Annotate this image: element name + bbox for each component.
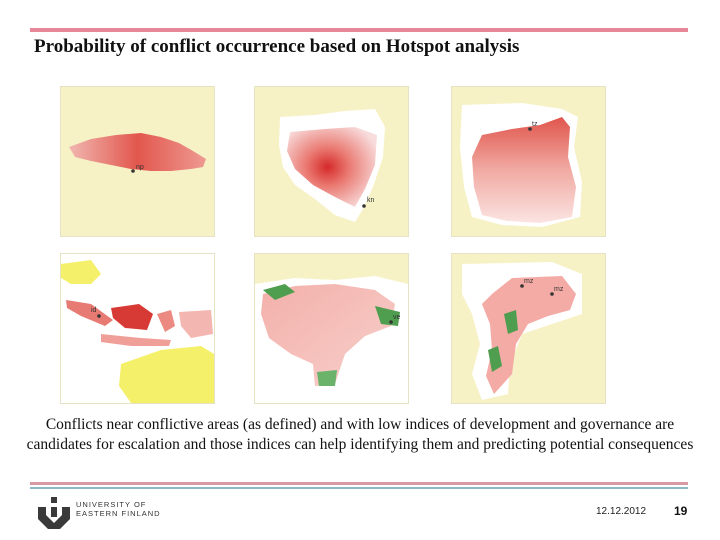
map-kenya: kn <box>254 86 409 237</box>
university-logo-icon <box>38 497 70 529</box>
bottom-rule-secondary <box>30 487 688 489</box>
map-tanzania-graphic: tz <box>452 87 605 236</box>
map-mozambique: mz mz <box>451 253 606 404</box>
map-indonesia-graphic: id <box>61 254 214 403</box>
map-nepal: np <box>60 86 215 237</box>
map-mozambique-graphic: mz mz <box>452 254 605 403</box>
slide-date: 12.12.2012 <box>596 506 647 517</box>
top-rule <box>30 28 688 32</box>
map-indonesia: id <box>60 253 215 404</box>
page-number: 19 <box>674 504 688 518</box>
slide-caption: Conflicts near conflictive areas (as def… <box>26 416 694 453</box>
map-kenya-graphic: kn <box>255 87 408 236</box>
map-label-kn: kn <box>367 197 375 204</box>
university-name: UNIVERSITY OF EASTERN FINLAND <box>76 500 161 518</box>
map-label-np: np <box>136 164 144 171</box>
map-venezuela: ve <box>254 253 409 404</box>
logo-line-1: UNIVERSITY OF <box>76 500 147 509</box>
map-label-id: id <box>91 307 97 314</box>
slide-title: Probability of conflict occurrence based… <box>34 36 520 57</box>
map-nepal-graphic: np <box>61 87 214 236</box>
bottom-rule <box>30 482 688 485</box>
map-tanzania: tz <box>451 86 606 237</box>
map-label-tz: tz <box>532 121 538 128</box>
logo-line-2: EASTERN FINLAND <box>76 509 161 518</box>
map-label-mz-1: mz <box>524 278 534 285</box>
map-venezuela-graphic: ve <box>255 254 408 403</box>
map-label-mz-2: mz <box>554 286 564 293</box>
map-label-ve: ve <box>393 314 401 321</box>
